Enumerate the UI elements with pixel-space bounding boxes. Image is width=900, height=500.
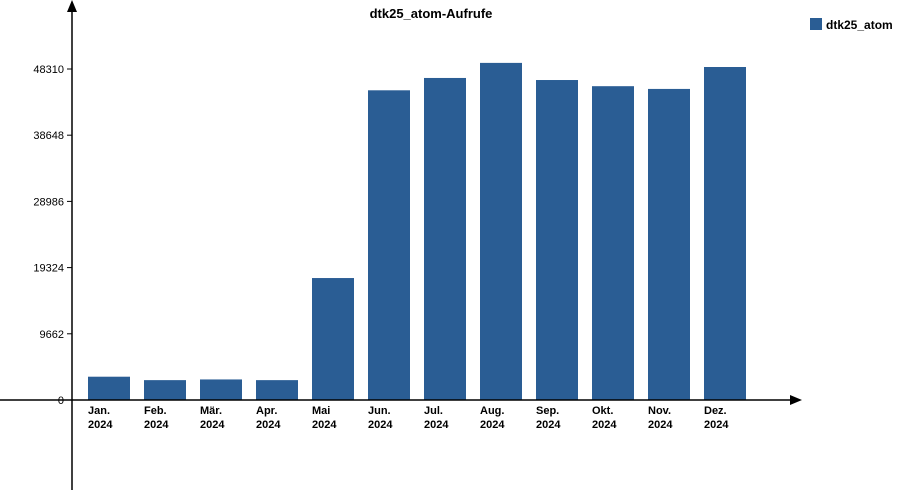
bar xyxy=(536,80,578,400)
bar xyxy=(704,67,746,400)
bar xyxy=(648,89,690,400)
x-tick-label-month: Mai xyxy=(312,405,330,417)
legend-label: dtk25_atom xyxy=(826,18,893,32)
bar xyxy=(424,78,466,400)
x-tick-label-year: 2024 xyxy=(424,419,449,431)
x-tick-label-year: 2024 xyxy=(648,419,673,431)
bar xyxy=(200,379,242,400)
x-tick-label-month: Sep. xyxy=(536,405,559,417)
x-tick-label-month: Apr. xyxy=(256,405,277,417)
y-tick-label: 9662 xyxy=(40,329,64,341)
legend-swatch xyxy=(810,18,822,30)
bar xyxy=(368,90,410,400)
bar xyxy=(592,86,634,400)
y-tick-label: 48310 xyxy=(33,64,64,76)
bars-group xyxy=(88,63,746,400)
x-tick-label-month: Jan. xyxy=(88,405,110,417)
y-axis-arrow-icon xyxy=(67,0,77,12)
x-tick-label-year: 2024 xyxy=(592,419,617,431)
y-tick-label: 0 xyxy=(58,395,64,407)
bar xyxy=(480,63,522,400)
x-tick-label-year: 2024 xyxy=(368,419,393,431)
x-tick-label-month: Okt. xyxy=(592,405,613,417)
x-tick-label-month: Nov. xyxy=(648,405,671,417)
x-tick-label-month: Mär. xyxy=(200,405,222,417)
bar xyxy=(88,377,130,400)
y-axis: 0 9662 19324 28986 38648 48310 xyxy=(33,64,72,407)
legend: dtk25_atom xyxy=(810,18,893,32)
x-axis-arrow-icon xyxy=(790,395,802,405)
y-tick-label: 38648 xyxy=(33,130,64,142)
x-tick-label-month: Dez. xyxy=(704,405,727,417)
x-tick-label-year: 2024 xyxy=(704,419,729,431)
x-tick-label-year: 2024 xyxy=(144,419,169,431)
x-tick-label-month: Feb. xyxy=(144,405,167,417)
y-tick-label: 28986 xyxy=(33,196,64,208)
bar xyxy=(312,278,354,400)
y-tick-label: 19324 xyxy=(33,263,64,275)
x-tick-label-month: Aug. xyxy=(480,405,504,417)
bar xyxy=(144,380,186,400)
x-tick-label-year: 2024 xyxy=(256,419,281,431)
x-tick-label-year: 2024 xyxy=(88,419,113,431)
x-axis: Jan. 2024 Feb. 2024 Mär. 2024 Apr. 2024 Mai 2024 J… xyxy=(88,405,729,431)
x-tick-label-month: Jun. xyxy=(368,405,391,417)
x-tick-label-month: Jul. xyxy=(424,405,443,417)
x-tick-label-year: 2024 xyxy=(200,419,225,431)
x-tick-label-year: 2024 xyxy=(312,419,337,431)
x-tick-label-year: 2024 xyxy=(480,419,505,431)
bar-chart: dtk25_atom-Aufrufe 0 9662 19324 28986 38648 4… xyxy=(0,0,900,500)
x-tick-label-year: 2024 xyxy=(536,419,561,431)
chart-title: dtk25_atom-Aufrufe xyxy=(370,6,493,21)
bar xyxy=(256,380,298,400)
